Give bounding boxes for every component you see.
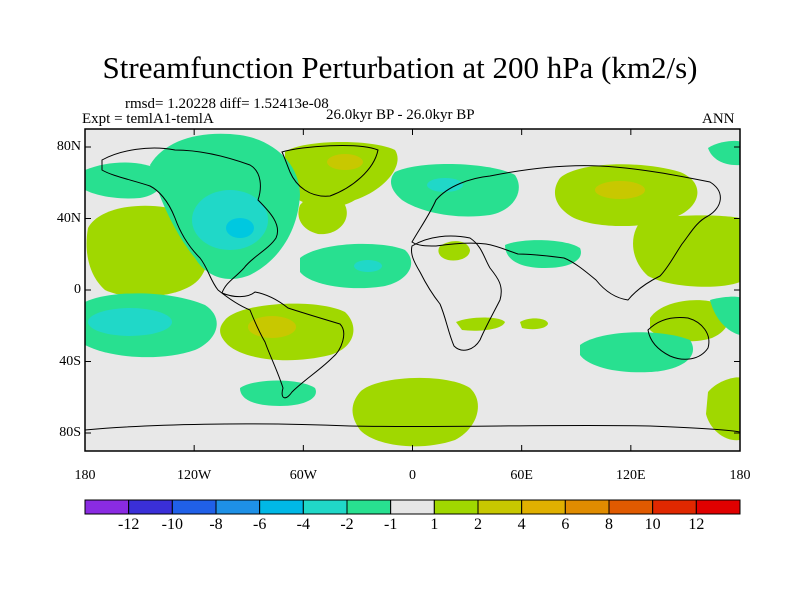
colorbar-swatch (302, 499, 348, 515)
colorbar-label: 2 (474, 516, 482, 533)
y-tick-label: 80N (56, 139, 81, 154)
pos-anomaly-indian-ocean (456, 317, 505, 331)
neg-anomaly-arctic-pacific (708, 140, 740, 166)
colorbar-label: -10 (161, 516, 183, 533)
colorbar-label: -4 (296, 516, 310, 533)
pos-anomaly-north-atlantic (298, 192, 347, 235)
pos-anomaly-greenland (285, 141, 398, 208)
streamfunction-field (85, 129, 740, 451)
colorbar-swatch (259, 499, 304, 515)
colorbar-swatch (695, 499, 741, 515)
colorbar-label: -12 (117, 516, 140, 533)
colorbar-swatch (521, 499, 566, 515)
chart-title: Streamfunction Perturbation at 200 hPa (… (102, 50, 698, 85)
rmsd-diff-stats: rmsd= 1.20228 diff= 1.52413e-08 (125, 96, 329, 112)
x-tick-label: 120W (177, 468, 212, 483)
colorbar-label: -8 (209, 516, 223, 533)
pos-anomaly-southeast-pacific (706, 377, 740, 441)
pos-anomaly-indian-ocean-2 (520, 318, 548, 330)
colorbar-label: 12 (688, 516, 705, 533)
pos-anomaly-southern-ocean (352, 377, 478, 447)
colorbar-label: 4 (517, 516, 526, 533)
time-period-label: 26.0kyr BP - 26.0kyr BP (326, 107, 475, 123)
axis-ticks (84, 129, 741, 451)
colorbar-swatch (390, 499, 435, 515)
neg-anomaly-arctic (85, 162, 164, 199)
x-tick-label: 0 (409, 468, 416, 483)
y-tick-label: 40N (56, 210, 81, 226)
neg-core-atlantic (354, 260, 382, 272)
experiment-label: Expt = temlA1-temlA (82, 111, 214, 127)
colorbar-label: 6 (561, 516, 570, 533)
colorbar-label: -1 (383, 516, 398, 533)
season-label: ANN (702, 111, 735, 127)
colorbar-swatch (215, 499, 261, 515)
y-tick-label: 0 (74, 282, 81, 297)
neg-core-north-america-inner (226, 218, 254, 238)
y-tick-label: 80S (59, 425, 81, 440)
pos-core-asia-north (595, 181, 645, 199)
x-tick-label: 60E (510, 468, 533, 483)
colorbar-swatch (84, 499, 130, 515)
colorbar-swatch (128, 499, 173, 515)
colorbar (84, 499, 741, 515)
neg-anomaly-southern-indian (580, 332, 694, 373)
colorbar-swatch (346, 499, 392, 515)
pos-core-south-pacific (248, 316, 296, 338)
colorbar-label: -6 (252, 516, 267, 533)
pos-core-greenland (327, 154, 363, 170)
colorbar-swatch (171, 499, 217, 515)
colorbar-swatch (608, 499, 654, 515)
y-tick-label: 40S (59, 353, 81, 369)
colorbar-swatch (652, 499, 697, 515)
pos-anomaly-australia (650, 300, 729, 342)
colorbar-label: 10 (644, 516, 661, 533)
colorbar-swatch (433, 499, 479, 515)
pos-anomaly-east-africa (438, 241, 470, 261)
neg-core-north-america (192, 190, 268, 250)
colorbar-swatch (477, 499, 523, 515)
coastlines (85, 145, 740, 433)
neg-anomaly-far-west-pacific (710, 296, 740, 335)
colorbar-label: 1 (430, 516, 439, 533)
x-tick-label: 60W (289, 468, 317, 483)
x-tick-label: 120E (616, 468, 646, 483)
x-tick-label: 180 (74, 468, 96, 483)
colorbar-label: -2 (340, 516, 354, 533)
x-tick-label: 180 (729, 468, 751, 483)
pos-anomaly-west-pacific (633, 215, 740, 287)
neg-core-arctic-east (427, 178, 463, 192)
neg-core-east-pacific (88, 308, 172, 336)
colorbar-label: 8 (605, 516, 613, 533)
colorbar-swatch (564, 499, 610, 515)
neg-anomaly-south-asia (505, 240, 581, 268)
